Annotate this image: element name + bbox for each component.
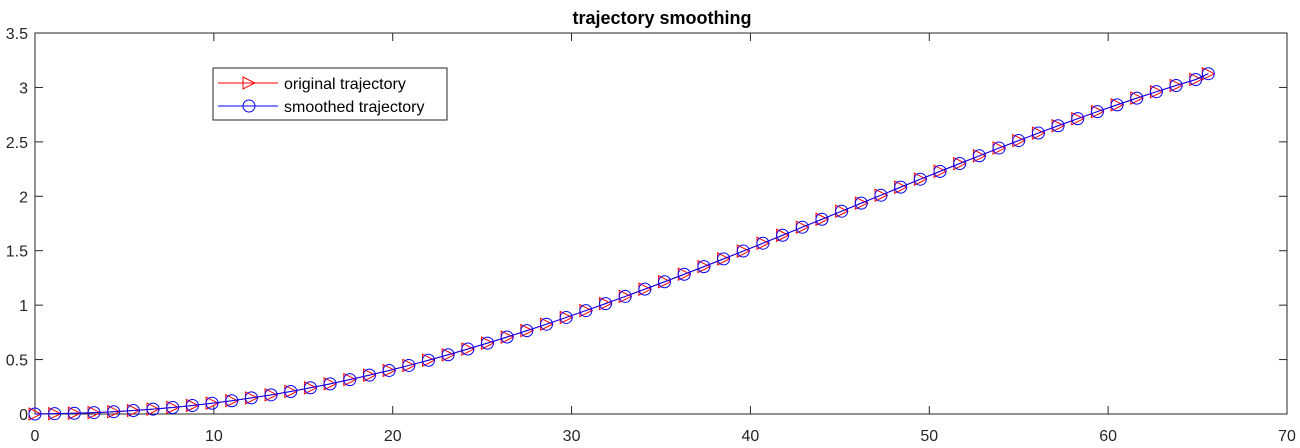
data-point <box>87 406 101 420</box>
data-point <box>854 196 868 210</box>
data-point <box>323 377 337 391</box>
data-point <box>1090 105 1104 119</box>
data-point <box>284 384 298 398</box>
x-tick-label: 30 <box>563 428 581 445</box>
x-tick-label: 0 <box>31 428 40 445</box>
data-point <box>1110 98 1124 112</box>
data-point <box>205 396 219 410</box>
data-point <box>1051 119 1065 133</box>
data-point <box>618 289 632 303</box>
data-point <box>559 310 573 324</box>
data-point <box>1169 78 1183 92</box>
data-point <box>303 381 317 395</box>
data-point <box>28 407 42 421</box>
data-point <box>225 394 239 408</box>
data-point <box>343 373 357 387</box>
x-tick-label: 60 <box>1099 428 1117 445</box>
data-point <box>126 404 140 418</box>
data-point <box>540 317 554 331</box>
data-point <box>244 391 258 405</box>
data-point <box>992 141 1006 155</box>
series-layer <box>28 66 1216 421</box>
data-point <box>441 348 455 362</box>
y-tick-label: 1.5 <box>6 244 28 261</box>
data-point <box>1031 126 1045 140</box>
data-point <box>677 267 691 281</box>
series-line <box>34 73 1209 415</box>
y-tick-label: 3 <box>19 80 28 97</box>
data-point <box>933 164 947 178</box>
data-point <box>638 282 652 296</box>
x-tick-label: 40 <box>742 428 760 445</box>
data-point <box>894 180 908 194</box>
data-point <box>185 399 199 413</box>
data-point <box>1201 67 1215 81</box>
data-point <box>67 406 81 420</box>
legend: original trajectory smoothed trajectory <box>212 67 448 121</box>
data-point <box>953 157 967 171</box>
data-point <box>579 304 593 318</box>
x-tick-label: 10 <box>205 428 223 445</box>
data-point <box>107 405 121 419</box>
data-point <box>874 188 888 202</box>
data-point <box>736 244 750 258</box>
data-point <box>972 149 986 163</box>
data-point <box>382 363 396 377</box>
data-point <box>1149 85 1163 99</box>
legend-marker-smoothed <box>242 99 256 113</box>
y-tick-label: 0.5 <box>6 353 28 370</box>
data-point <box>756 236 770 250</box>
data-point <box>599 297 613 311</box>
data-point <box>146 402 160 416</box>
y-tick-label: 1 <box>19 298 28 315</box>
data-point <box>362 368 376 382</box>
legend-label-smoothed: smoothed trajectory <box>284 99 425 116</box>
data-point <box>166 400 180 414</box>
x-axis-ticks: 0 10 20 30 40 50 60 70 <box>31 33 1296 445</box>
y-tick-label: 2.5 <box>6 135 28 152</box>
data-point <box>1189 72 1203 86</box>
data-point <box>815 212 829 226</box>
x-tick-label: 50 <box>920 428 938 445</box>
data-point <box>1012 134 1026 148</box>
data-point <box>658 275 672 289</box>
data-point <box>500 330 514 344</box>
data-point <box>1071 112 1085 126</box>
data-point <box>835 204 849 218</box>
data-point <box>913 172 927 186</box>
x-tick-label: 70 <box>1278 428 1296 445</box>
data-point <box>1130 91 1144 105</box>
data-point <box>461 342 475 356</box>
y-axis-ticks: 0 0.5 1 1.5 2 2.5 3 3.5 <box>6 26 1287 424</box>
data-point <box>48 407 62 421</box>
y-tick-label: 2 <box>19 189 28 206</box>
y-tick-label: 0 <box>19 407 28 424</box>
data-point <box>717 252 731 266</box>
data-point <box>776 228 790 242</box>
data-point <box>697 260 711 274</box>
legend-marker-original <box>242 76 257 90</box>
data-point <box>402 358 416 372</box>
x-tick-label: 20 <box>384 428 402 445</box>
data-point <box>264 388 278 402</box>
data-point <box>481 336 495 350</box>
series-smoothed-trajectory <box>28 67 1215 421</box>
chart-title: trajectory smoothing <box>572 8 751 28</box>
data-point <box>520 324 534 338</box>
legend-label-original: original trajectory <box>284 76 406 93</box>
data-point <box>421 353 435 367</box>
y-tick-label: 3.5 <box>6 26 28 43</box>
data-point <box>795 220 809 234</box>
